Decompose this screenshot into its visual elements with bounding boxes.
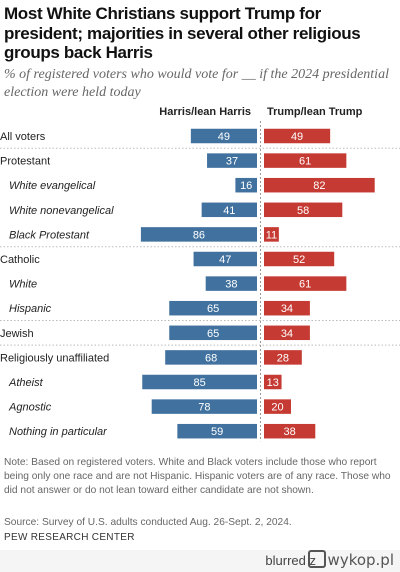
- chart-note: Note: Based on registered voters. White …: [4, 457, 391, 497]
- trump-value-label: 49: [291, 131, 303, 143]
- harris-bar: [193, 251, 257, 267]
- harris-bar: [169, 300, 257, 316]
- harris-bar: [165, 350, 257, 365]
- category-label: Nothing in particular: [9, 426, 108, 438]
- diverging-bar-chart: Harris/lean Harris Trump/lean Trump All vo…: [0, 106, 400, 442]
- trump-value-label: 13: [267, 377, 279, 389]
- trump-bar: [264, 177, 375, 193]
- wykop-logo-icon: [307, 550, 326, 568]
- harris-value-label: 85: [194, 377, 206, 389]
- category-label: White evangelical: [9, 180, 96, 192]
- trump-value-label: 61: [299, 279, 311, 291]
- trump-bar: [264, 153, 347, 168]
- watermark-user: blurred z: [265, 553, 316, 568]
- trump-value-label: 20: [271, 402, 283, 414]
- trump-bar: [264, 350, 302, 365]
- harris-bar: [140, 227, 257, 242]
- org-credit: PEW RESEARCH CENTER: [4, 532, 135, 543]
- harris-value-label: 37: [226, 156, 238, 168]
- category-label: Catholic: [0, 254, 40, 266]
- harris-bar: [235, 177, 257, 193]
- trump-value-label: 28: [277, 352, 289, 364]
- wykop-logo: wykop.pl: [307, 550, 394, 569]
- harris-value-label: 47: [219, 254, 231, 266]
- trump-bar: [264, 276, 347, 291]
- trump-bar: [264, 128, 331, 144]
- trump-value-label: 52: [293, 254, 305, 266]
- trump-bar: [264, 374, 282, 390]
- harris-value-label: 78: [198, 402, 210, 414]
- chart-source: Source: Survey of U.S. adults conducted …: [4, 517, 292, 528]
- category-label: Hispanic: [9, 303, 52, 315]
- legend-trump: Trump/lean Trump: [267, 106, 363, 118]
- trump-value-label: 38: [284, 426, 296, 438]
- harris-bar: [205, 276, 257, 291]
- harris-bar: [169, 325, 257, 341]
- category-label: Jewish: [0, 328, 34, 340]
- trump-bar: [264, 399, 291, 414]
- trump-value-label: 58: [297, 205, 309, 217]
- harris-value-label: 59: [211, 426, 223, 438]
- category-label: Agnostic: [8, 402, 52, 414]
- category-label: White: [9, 279, 37, 291]
- category-label: Protestant: [0, 156, 50, 168]
- harris-bar: [201, 202, 257, 218]
- trump-bar: [264, 300, 310, 316]
- watermark-bar: blurred z wykop.pl: [0, 550, 400, 572]
- harris-value-label: 41: [223, 205, 235, 217]
- trump-bar: [264, 251, 335, 267]
- harris-bar: [177, 423, 257, 439]
- harris-value-label: 49: [218, 131, 230, 143]
- harris-value-label: 16: [240, 180, 252, 192]
- chart-title: Most White Christians support Trump for …: [4, 4, 361, 62]
- trump-bar: [264, 202, 343, 218]
- category-label: Atheist: [8, 377, 44, 389]
- category-label: Black Protestant: [9, 229, 90, 241]
- harris-value-label: 65: [207, 303, 219, 315]
- harris-value-label: 38: [225, 279, 237, 291]
- legend-harris: Harris/lean Harris: [159, 106, 251, 118]
- harris-bar: [142, 374, 257, 390]
- trump-bar: [264, 325, 310, 341]
- harris-bar: [207, 153, 257, 168]
- harris-bar: [151, 399, 257, 414]
- trump-bar: [264, 423, 316, 439]
- trump-value-label: 34: [281, 303, 293, 315]
- harris-bar: [190, 128, 257, 144]
- harris-value-label: 65: [207, 328, 219, 340]
- chart-subtitle: % of registered voters who would vote fo…: [4, 67, 389, 100]
- trump-value-label: 82: [313, 180, 325, 192]
- trump-value-label: 61: [299, 156, 311, 168]
- trump-value-label: 11: [266, 229, 277, 241]
- harris-value-label: 68: [205, 352, 217, 364]
- category-label: White nonevangelical: [9, 205, 114, 217]
- category-label: All voters: [0, 131, 46, 143]
- harris-value-label: 86: [193, 229, 205, 241]
- trump-bar: [264, 227, 279, 242]
- trump-value-label: 34: [281, 328, 293, 340]
- category-label: Religiously unaffiliated: [0, 352, 109, 364]
